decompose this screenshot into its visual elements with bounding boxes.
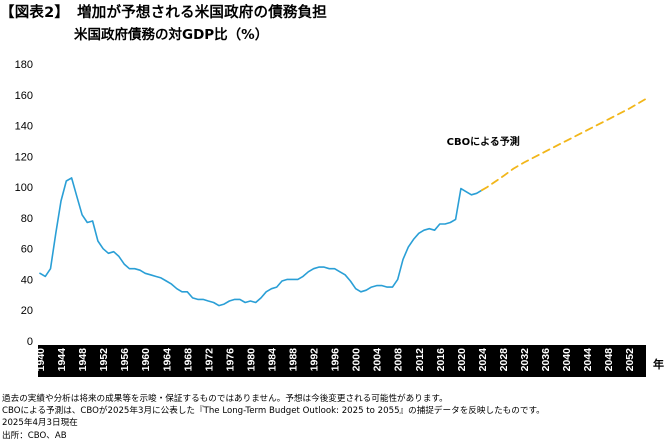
chart-title: 【図表2】 増加が予想される米国政府の債務負担 xyxy=(0,1,327,22)
y-tick-label: 120 xyxy=(15,151,33,163)
x-axis-label: 年 xyxy=(653,357,664,371)
projection-annotation: CBOによる予測 xyxy=(447,135,520,148)
x-tick-label: 1992 xyxy=(309,348,321,372)
x-tick-label: 1976 xyxy=(224,348,236,372)
x-tick-label: 2052 xyxy=(624,348,636,372)
y-axis: 0 20 40 60 80 100 120 140 160 180 xyxy=(15,59,33,348)
x-tick-label: 2036 xyxy=(540,348,552,372)
y-tick-label: 180 xyxy=(15,59,33,71)
x-tick-label: 1984 xyxy=(266,348,278,372)
x-tick-label: 2032 xyxy=(519,348,531,372)
x-tick-label: 1964 xyxy=(161,348,173,372)
x-axis: 1940 1944 1948 1952 1956 1960 1964 1968 1972 1976… xyxy=(35,348,664,372)
actual-series-line xyxy=(39,177,483,307)
figure-tag: 【図表2】 xyxy=(0,5,70,21)
footnote-source: 出所：CBO、AB xyxy=(2,430,67,441)
x-tick-label: 1980 xyxy=(245,348,257,372)
x-tick-label: 1944 xyxy=(56,348,68,372)
x-tick-label: 1940 xyxy=(35,348,47,372)
x-tick-label: 2016 xyxy=(435,348,447,372)
footnote-cbo-source: CBOによる予測は、CBOが2025年3月に公表した『The Long-Term… xyxy=(2,406,545,417)
x-tick-label: 1996 xyxy=(330,348,342,372)
x-tick-label: 2048 xyxy=(603,348,615,372)
footnotes: 過去の実績や分析は将来の成果等を示唆・保証するものではありません。予想は今後変更… xyxy=(2,393,545,442)
x-tick-label: 2024 xyxy=(477,348,489,372)
x-tick-label: 1948 xyxy=(77,348,89,372)
x-tick-label: 2012 xyxy=(414,348,426,372)
annotations: CBOによる予測 xyxy=(447,135,520,148)
x-tick-label: 2040 xyxy=(561,348,573,372)
x-tick-label: 2020 xyxy=(456,348,468,372)
x-tick-label: 1960 xyxy=(140,348,152,372)
y-tick-label: 60 xyxy=(21,244,33,256)
x-axis-band xyxy=(38,345,646,377)
y-tick-label: 160 xyxy=(15,90,33,102)
chart-subtitle: 米国政府債務の対GDP比（%） xyxy=(74,27,269,43)
footnote-date: 2025年4月3日現在 xyxy=(2,418,78,429)
x-tick-label: 2008 xyxy=(393,348,405,372)
y-tick-label: 100 xyxy=(15,182,33,194)
plot-area xyxy=(39,98,646,307)
y-tick-label: 80 xyxy=(21,213,33,225)
footnote-disclaimer: 過去の実績や分析は将来の成果等を示唆・保証するものではありません。予想は今後変更… xyxy=(2,394,448,404)
y-tick-label: 40 xyxy=(21,274,33,286)
x-tick-label: 2044 xyxy=(582,348,594,372)
figure-title: 増加が予想される米国政府の債務負担 xyxy=(77,5,327,21)
x-tick-label: 2000 xyxy=(351,348,363,372)
y-tick-label: 20 xyxy=(21,305,33,317)
x-tick-label: 2028 xyxy=(498,348,510,372)
y-tick-label: 140 xyxy=(15,121,33,133)
x-tick-label: 1988 xyxy=(288,348,300,372)
x-tick-label: 1956 xyxy=(119,348,131,372)
x-tick-label: 1968 xyxy=(182,348,194,372)
x-tick-label: 2004 xyxy=(372,348,384,372)
projection-series-line xyxy=(480,98,646,192)
x-tick-label: 1952 xyxy=(98,348,110,372)
y-tick-label: 0 xyxy=(27,336,33,348)
x-tick-label: 1972 xyxy=(203,348,215,372)
